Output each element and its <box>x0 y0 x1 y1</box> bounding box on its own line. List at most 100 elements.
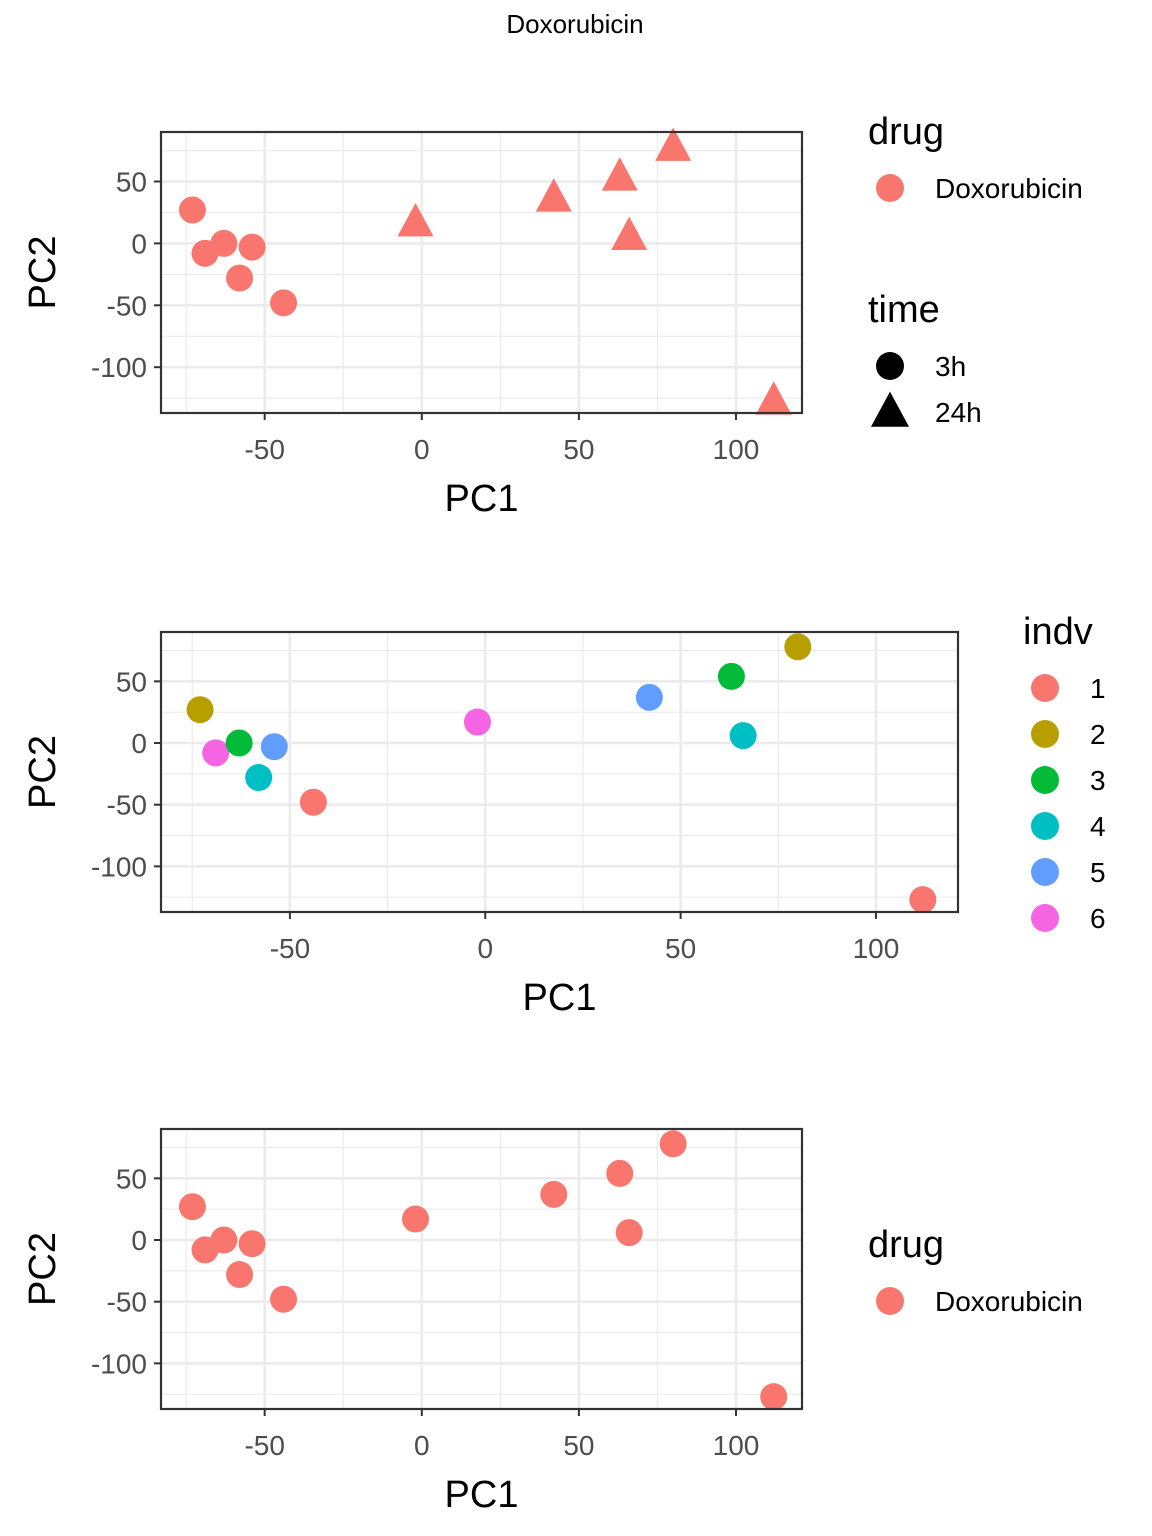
y-tick-label: 50 <box>116 1163 147 1194</box>
x-tick-label: -50 <box>270 933 310 964</box>
data-point <box>760 1383 788 1411</box>
x-tick-label: 0 <box>414 434 430 465</box>
y-tick-label: -50 <box>107 790 147 821</box>
data-point <box>238 1230 266 1258</box>
data-point-triangle <box>397 203 434 237</box>
data-point <box>226 264 254 292</box>
y-tick-label: -50 <box>107 1287 147 1318</box>
data-point <box>210 1226 238 1254</box>
data-point-triangle <box>755 381 792 415</box>
legend-label: Doxorubicin <box>935 1286 1083 1317</box>
y-axis-title: PC2 <box>22 735 64 809</box>
data-point-triangle <box>611 216 648 251</box>
y-tick-label: -100 <box>91 1348 147 1379</box>
data-point <box>225 729 253 757</box>
legend-indv: indv 1 2 3 4 5 6 <box>1023 611 1106 934</box>
legend-title: indv <box>1023 611 1093 653</box>
legend-drug: drug Doxorubicin <box>868 111 1083 204</box>
y-tick-label: -50 <box>107 290 147 321</box>
legend-key <box>876 174 904 202</box>
data-point <box>202 739 230 767</box>
data-point <box>540 1180 568 1208</box>
x-tick-label: 100 <box>853 933 900 964</box>
data-point <box>226 1261 254 1289</box>
data-point <box>238 233 266 261</box>
legend-key-triangle <box>871 391 909 427</box>
legend-key <box>1031 720 1059 748</box>
data-point-triangle <box>655 127 692 161</box>
x-axis-title: PC1 <box>445 478 519 520</box>
data-point <box>615 1219 643 1247</box>
data-point <box>270 289 298 317</box>
y-tick-label: 50 <box>116 167 147 198</box>
data-point <box>299 788 327 816</box>
y-tick-label: 0 <box>131 728 147 759</box>
panels: 500-50-100-50 0 50 100PC1PC2drugDoxorubicin… <box>22 111 1106 1516</box>
legend-label: 3 <box>1090 765 1106 796</box>
data-point <box>402 1205 430 1233</box>
data-point <box>260 733 288 761</box>
data-point <box>245 764 273 792</box>
legend-label: 3h <box>935 351 966 382</box>
legend-key-circle <box>876 352 904 380</box>
data-point <box>210 229 238 257</box>
legend-title: drug <box>868 111 944 153</box>
x-tick-label: 0 <box>477 933 493 964</box>
y-axis-title: PC2 <box>22 236 64 310</box>
data-point-triangle <box>601 157 638 191</box>
data-point <box>178 196 206 224</box>
legend-title: drug <box>868 1224 944 1266</box>
data-point <box>659 1130 687 1158</box>
data-point <box>186 696 214 724</box>
legend-drug: drug Doxorubicin <box>868 1224 1083 1317</box>
y-tick-label: -100 <box>91 352 147 383</box>
figure-title: Doxorubicin <box>506 9 643 39</box>
x-tick-label: 50 <box>563 434 594 465</box>
legend-label: 4 <box>1090 811 1106 842</box>
data-point <box>635 683 663 711</box>
legend-key <box>1031 766 1059 794</box>
legend-label: 5 <box>1090 857 1106 888</box>
legend-key <box>1031 858 1059 886</box>
data-point-triangle <box>535 178 572 212</box>
data-point <box>909 886 937 914</box>
legend-label: Doxorubicin <box>935 173 1083 204</box>
legend-label: 1 <box>1090 673 1106 704</box>
data-point <box>178 1193 206 1221</box>
legend-time: time 3h 24h <box>868 289 982 428</box>
legend-label: 6 <box>1090 903 1106 934</box>
x-tick-label: 100 <box>713 434 760 465</box>
pca-panel-2: 50 0 -50 -100 -50 0 50 100 PC1 PC2 indv 1 2 3 4 5 6 <box>22 611 1106 1019</box>
y-tick-label: 50 <box>116 666 147 697</box>
data-point <box>784 633 812 661</box>
x-tick-label: 50 <box>563 1430 594 1461</box>
pca-panel-3: 50 0 -50 -100 -50 0 50 100 PC1 PC2 drug Doxorubicin <box>22 1127 1083 1516</box>
plot-panel <box>161 1129 802 1409</box>
panel-border <box>159 630 960 914</box>
y-tick-label: 0 <box>131 1225 147 1256</box>
data-point <box>270 1285 298 1313</box>
data-point <box>729 722 757 750</box>
x-axis-title: PC1 <box>523 977 597 1019</box>
legend-label: 2 <box>1090 719 1106 750</box>
y-axis-title: PC2 <box>22 1232 64 1306</box>
y-tick-label: -100 <box>91 851 147 882</box>
x-tick-label: 0 <box>414 1430 430 1461</box>
legend-title: time <box>868 289 940 331</box>
panel-border <box>159 130 804 415</box>
x-tick-label: 100 <box>713 1430 760 1461</box>
data-point <box>606 1159 634 1187</box>
y-tick-label: 0 <box>131 228 147 259</box>
legend-key <box>1031 904 1059 932</box>
x-tick-label: -50 <box>244 1430 284 1461</box>
legend-key <box>1031 812 1059 840</box>
data-point <box>717 662 745 690</box>
plot-panel <box>161 132 802 413</box>
x-tick-label: 50 <box>665 933 696 964</box>
legend-key <box>876 1287 904 1315</box>
legend-key <box>1031 674 1059 702</box>
plot-panel <box>161 632 958 912</box>
data-point <box>463 708 491 736</box>
x-axis-title: PC1 <box>445 1474 519 1516</box>
